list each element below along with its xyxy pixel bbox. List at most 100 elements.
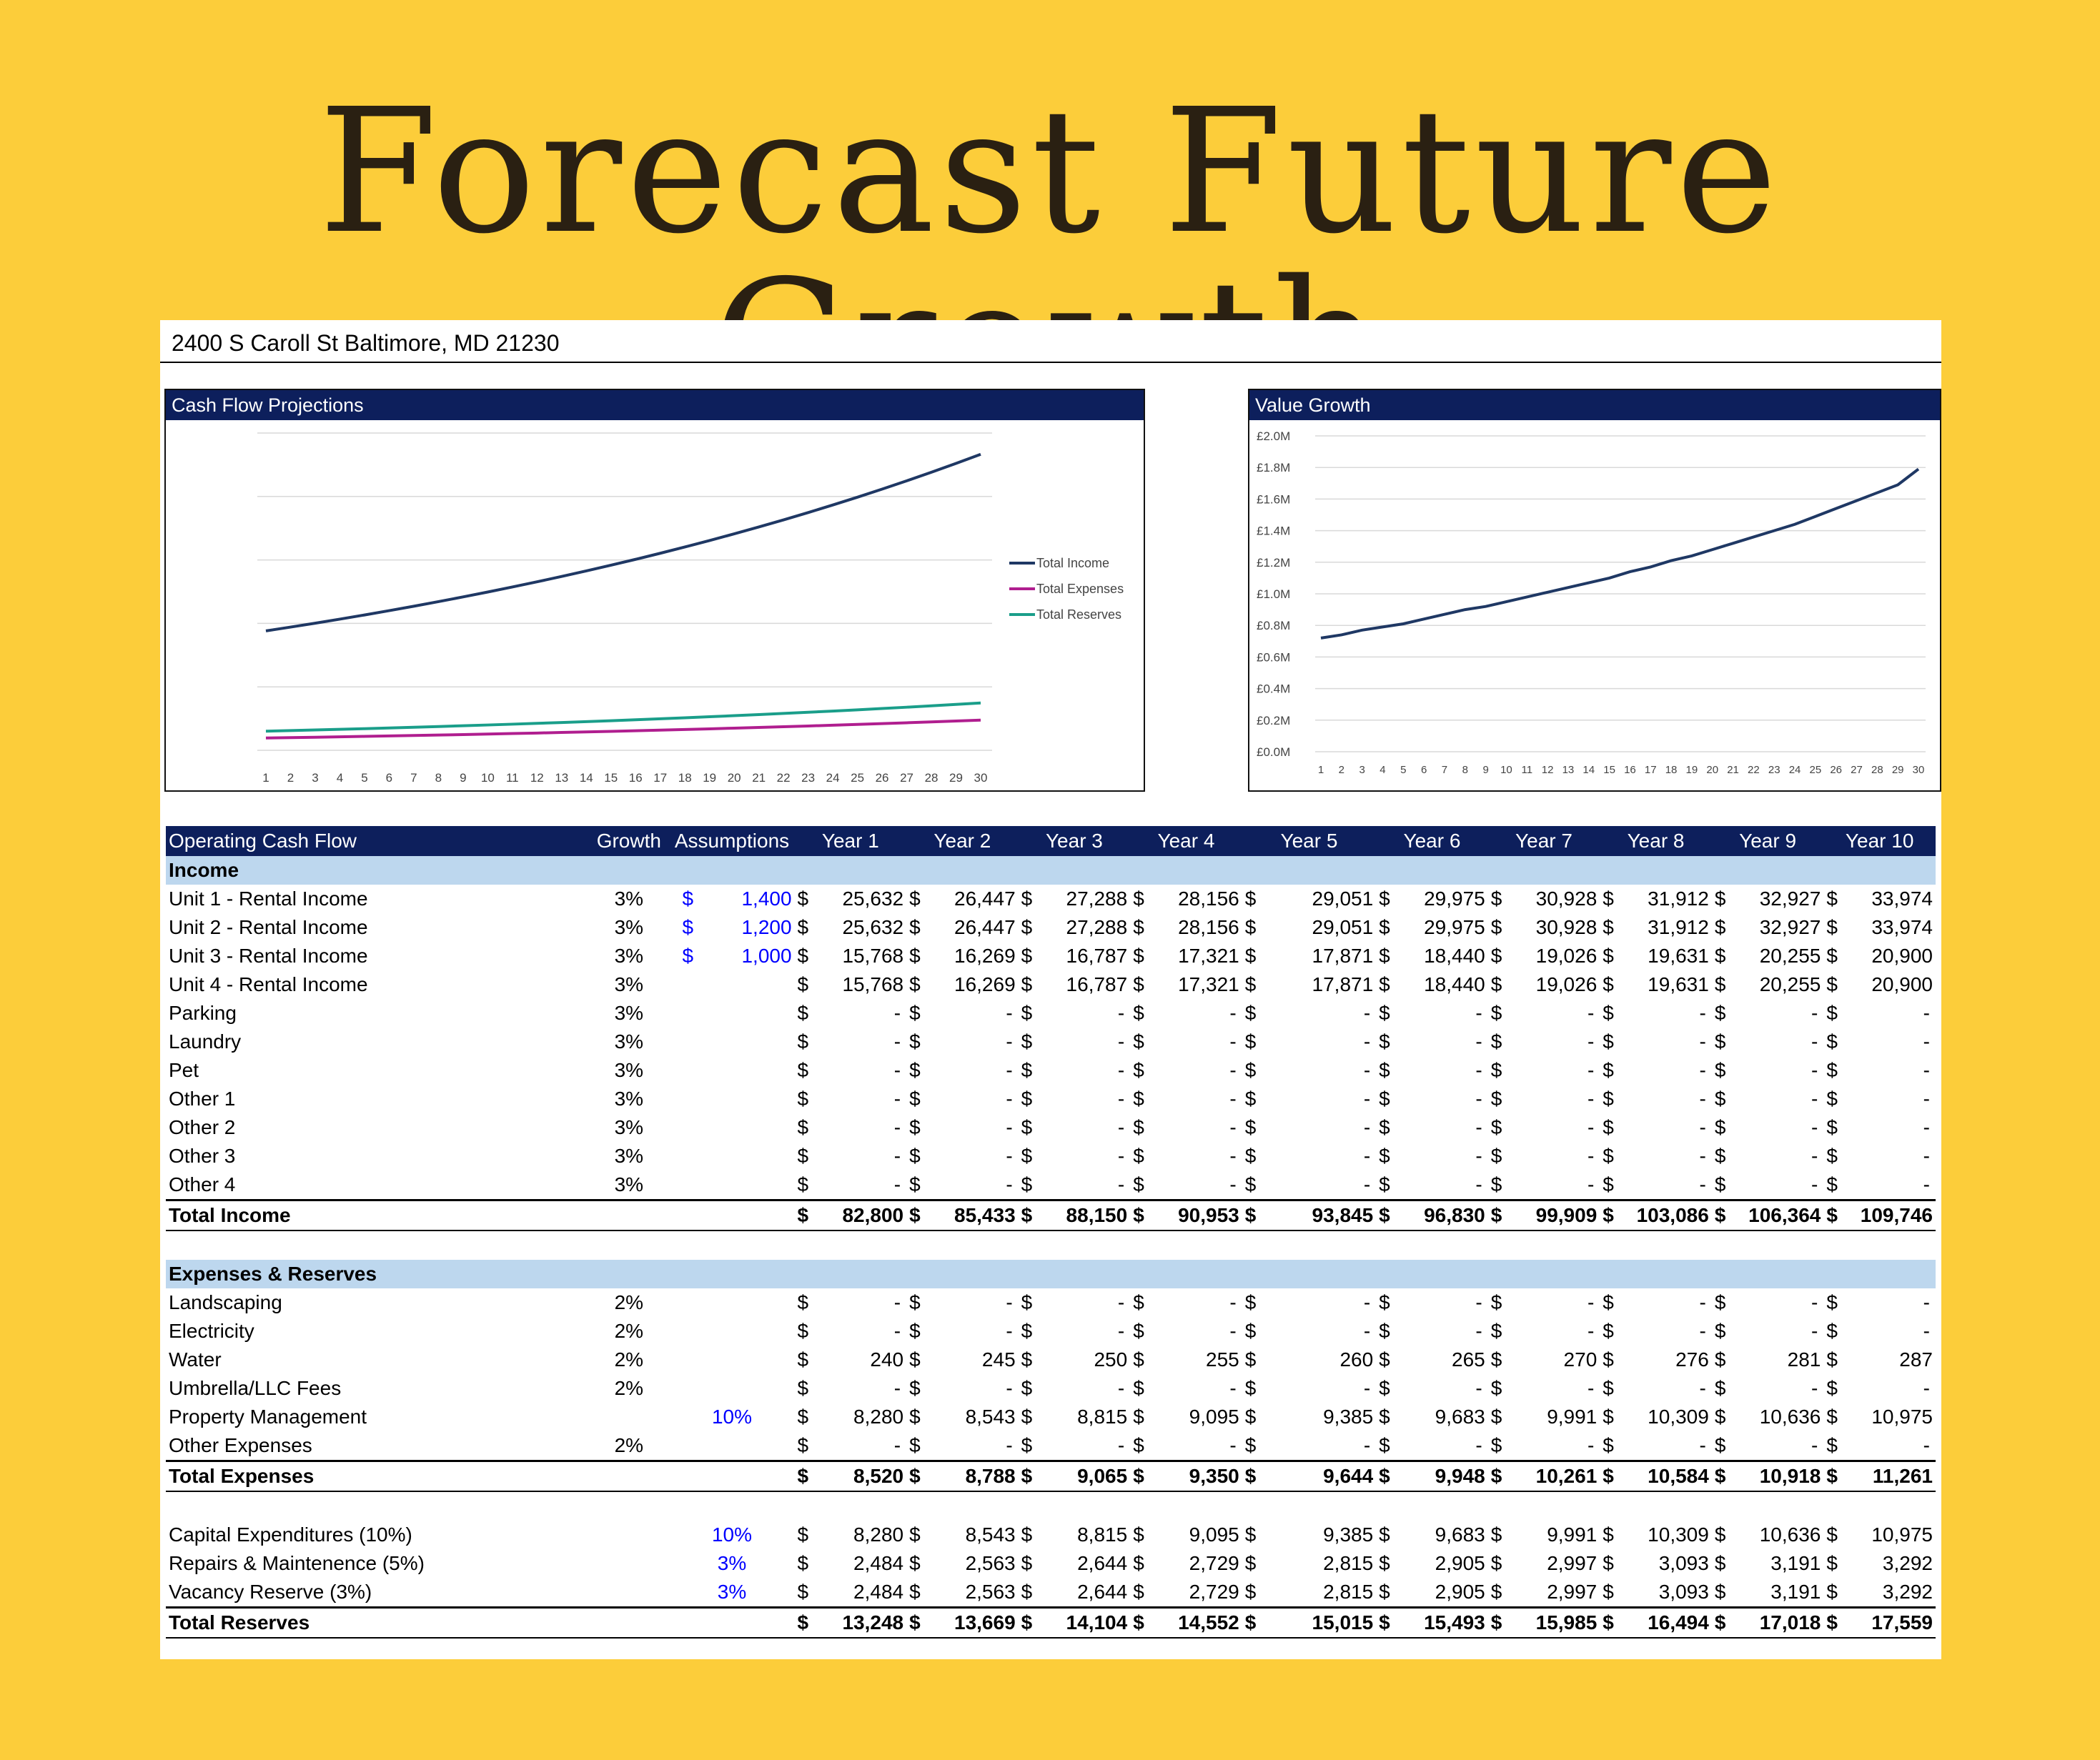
year-value: $32,927 xyxy=(1712,913,1824,942)
year-value: $ - xyxy=(1376,1374,1488,1403)
currency-symbol: $ xyxy=(1379,1145,1390,1167)
x-tick-label: 4 xyxy=(1380,764,1385,776)
currency-symbol: $ xyxy=(1021,1611,1033,1634)
year-value: $ - xyxy=(1488,1431,1600,1461)
year-value: $ - xyxy=(1600,1142,1712,1170)
table-row: Other Expenses 2% $ - $ - $ - $ - $ - $ - $ - $ - $ - $ - xyxy=(166,1431,1936,1461)
x-tick-label: 11 xyxy=(1521,764,1532,776)
year-value: $2,563 xyxy=(906,1578,1019,1608)
currency-symbol: $ xyxy=(797,1002,809,1024)
currency-symbol: $ xyxy=(1826,1348,1838,1371)
year-value: $9,095 xyxy=(1130,1403,1242,1431)
currency-symbol: $ xyxy=(1133,1523,1144,1546)
year-value: $17,559 xyxy=(1823,1606,1936,1639)
currency-symbol: $ xyxy=(1379,1320,1390,1342)
currency-symbol: $ xyxy=(1021,1377,1033,1399)
currency-symbol: $ xyxy=(1021,1059,1033,1081)
table-header-row: Operating Cash Flow Growth Assumptions Year… xyxy=(166,826,1936,856)
year-value: $17,321 xyxy=(1130,970,1242,999)
currency-symbol: $ xyxy=(1826,1173,1838,1195)
amount: - xyxy=(1923,1002,1930,1024)
year-value: $ - xyxy=(1376,1317,1488,1346)
currency-symbol: $ xyxy=(797,1406,809,1428)
year-value: $ - xyxy=(1130,1028,1242,1056)
amount: - xyxy=(1699,1002,1706,1024)
year-value: $8,815 xyxy=(1019,1521,1131,1549)
year-value: $ - xyxy=(1130,1431,1242,1461)
currency-symbol: $ xyxy=(1244,1145,1257,1167)
year-value: $3,292 xyxy=(1823,1578,1936,1608)
amount: 20,255 xyxy=(1759,973,1821,995)
amount: 28,156 xyxy=(1178,888,1239,910)
x-tick-label: 6 xyxy=(1421,764,1427,776)
year-value: $265 xyxy=(1376,1346,1488,1374)
x-tick-label: 17 xyxy=(1645,764,1657,776)
header-year-6: Year 6 xyxy=(1376,826,1488,856)
year-value: $10,261 xyxy=(1487,1460,1600,1492)
amount: - xyxy=(1699,1434,1706,1456)
amount: - xyxy=(1363,1434,1371,1456)
year-value: $10,584 xyxy=(1600,1460,1712,1492)
x-tick-label: 4 xyxy=(337,771,343,785)
year-value: $245 xyxy=(906,1346,1019,1374)
row-label: Other 3 xyxy=(169,1145,236,1167)
assumption xyxy=(669,1056,794,1085)
row-label: Capital Expenditures (10%) xyxy=(169,1523,412,1546)
year-value: $9,948 xyxy=(1376,1460,1488,1492)
amount: - xyxy=(1006,1434,1013,1456)
header-year-1: Year 1 xyxy=(794,826,907,856)
currency-symbol: $ xyxy=(1244,1377,1257,1399)
x-tick-label: 12 xyxy=(530,771,544,785)
amount: 9,683 xyxy=(1435,1406,1485,1428)
amount: - xyxy=(1699,1173,1706,1195)
amount: - xyxy=(1229,1059,1237,1081)
currency-symbol: $ xyxy=(1826,1030,1838,1053)
amount: - xyxy=(1006,1030,1013,1053)
currency-symbol: $ xyxy=(1021,973,1033,995)
currency-symbol: $ xyxy=(797,1291,809,1313)
amount: 9,948 xyxy=(1435,1465,1485,1487)
currency-symbol: $ xyxy=(1603,945,1614,967)
amount: 9,065 xyxy=(1077,1465,1128,1487)
year-value: $ - xyxy=(1600,999,1712,1028)
amount: 3,093 xyxy=(1658,1581,1709,1603)
year-value: $ - xyxy=(795,1317,907,1346)
amount: - xyxy=(1811,1377,1818,1399)
year-value: $2,644 xyxy=(1019,1578,1131,1608)
currency-symbol: $ xyxy=(1826,1523,1838,1546)
year-value: $8,815 xyxy=(1019,1403,1131,1431)
amount: 16,787 xyxy=(1066,973,1128,995)
currency-symbol: $ xyxy=(1490,945,1502,967)
year-value: $ - xyxy=(795,1085,907,1113)
x-tick-label: 3 xyxy=(312,771,318,785)
amount: 17,018 xyxy=(1759,1611,1821,1634)
amount: - xyxy=(1699,1145,1706,1167)
year-value: $17,018 xyxy=(1711,1606,1824,1639)
year-value: $ - xyxy=(1130,1317,1242,1346)
currency-symbol: $ xyxy=(1603,1406,1614,1428)
amount: 18,440 xyxy=(1424,973,1485,995)
currency-symbol: $ xyxy=(1244,1291,1257,1313)
x-tick-label: 10 xyxy=(1500,764,1512,776)
amount: 10,261 xyxy=(1535,1465,1598,1487)
row-label: Other 2 xyxy=(169,1116,236,1138)
year-value: $8,543 xyxy=(906,1521,1019,1549)
currency-symbol: $ xyxy=(1244,888,1257,910)
amount: - xyxy=(893,1173,901,1195)
row-label: Unit 3 - Rental Income xyxy=(169,945,368,967)
amount: - xyxy=(893,1145,901,1167)
currency-symbol: $ xyxy=(797,888,809,910)
currency-symbol: $ xyxy=(1490,1348,1502,1371)
year-value: $ - xyxy=(1712,1317,1824,1346)
x-tick-label: 28 xyxy=(1871,764,1883,776)
y-tick-label: £0.6M xyxy=(1257,650,1290,664)
amount: 16,787 xyxy=(1066,945,1128,967)
year-value: $ - xyxy=(1488,1170,1600,1200)
currency-symbol: $ xyxy=(1379,1030,1390,1053)
value-growth-chart-plot: £0.0M £0.2M £0.4M £0.6M £0.8M £1.0M £1.2M £1.4M… xyxy=(1257,429,1926,776)
total-row: Total Reserves $13,248 $13,669 $14,104 $14,5… xyxy=(166,1606,1936,1639)
currency-symbol: $ xyxy=(1021,945,1033,967)
year-value: $26,447 xyxy=(906,885,1019,913)
year-value: $ - xyxy=(1823,1170,1936,1200)
currency-symbol: $ xyxy=(1133,1406,1144,1428)
